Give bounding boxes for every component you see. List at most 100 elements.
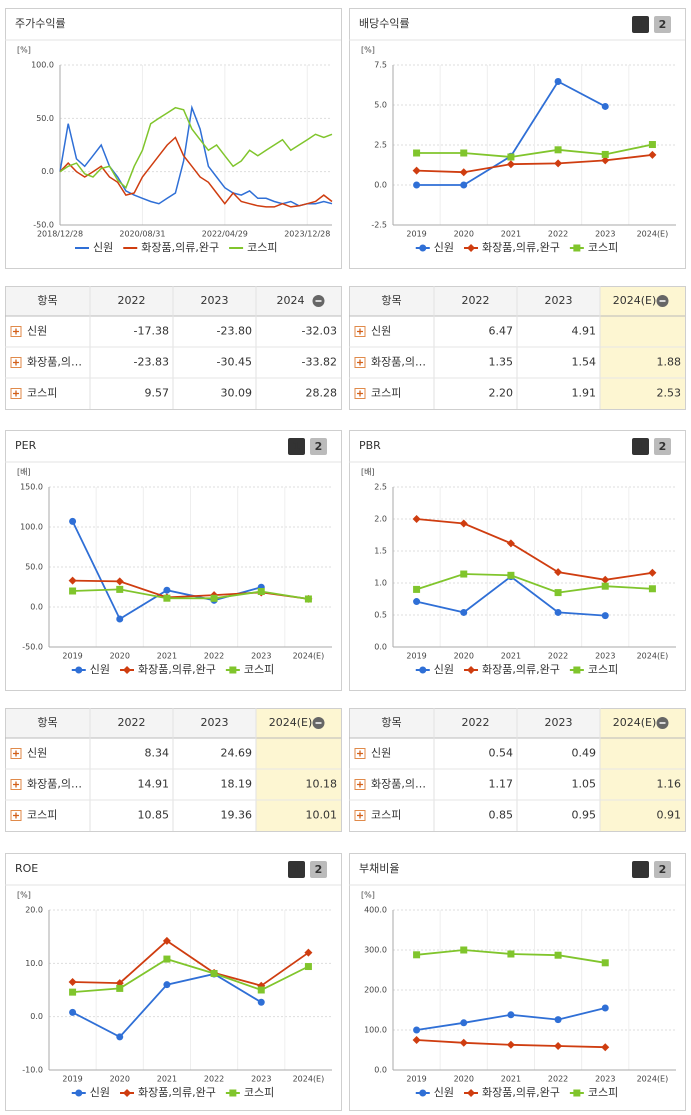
y-tick-label: 0.0 [374, 181, 387, 190]
data-point [257, 998, 265, 1006]
x-tick-label: 2020 [454, 652, 474, 661]
legend-marker [123, 1089, 132, 1097]
unit-label: [배] [361, 468, 375, 477]
x-tick-label: 2020/08/31 [119, 230, 165, 239]
tab-label[interactable]: 1 [293, 440, 301, 453]
series-line [72, 958, 309, 993]
row-label: 화장품,의… [371, 778, 426, 791]
tab-label[interactable]: 1 [637, 863, 645, 876]
y-tick-label: 100.0 [31, 61, 54, 70]
legend-marker [75, 666, 83, 674]
tab-label[interactable]: 2 [315, 440, 323, 453]
value-cell: 30.09 [221, 387, 253, 400]
data-point [554, 589, 562, 597]
header-cell: 항목 [37, 716, 57, 729]
data-point [460, 149, 468, 157]
data-point [460, 181, 468, 189]
value-cell: 0.95 [572, 809, 597, 822]
data-point [69, 1008, 77, 1016]
x-tick-label: 2024(E) [293, 652, 325, 661]
series-line [416, 573, 653, 594]
data-point [601, 1043, 610, 1052]
x-tick-label: 2024(E) [637, 652, 669, 661]
header-cell: 2022 [462, 716, 490, 729]
y-tick-label: 300.0 [364, 946, 387, 955]
y-tick-label: 150.0 [20, 483, 43, 492]
tab-button[interactable] [654, 438, 671, 455]
legend-label: 신원 [93, 241, 113, 254]
x-tick-label: 2020 [454, 1075, 474, 1084]
y-tick-label: -50.0 [33, 221, 54, 230]
tab-label[interactable]: 1 [293, 863, 301, 876]
value-cell: 1.91 [572, 387, 597, 400]
series-line [416, 143, 653, 158]
tab-label[interactable]: 2 [659, 18, 667, 31]
y-tick-label: 20.0 [25, 906, 43, 915]
tab-button[interactable] [632, 16, 649, 33]
tab-button[interactable] [288, 438, 305, 455]
data-point [507, 571, 515, 579]
tab-button[interactable] [288, 861, 305, 878]
tab-button[interactable] [654, 16, 671, 33]
data-point [554, 146, 562, 154]
tab-label[interactable]: 1 [637, 18, 645, 31]
legend-label: 화장품,의류,완구 [141, 241, 219, 254]
value-cell: 1.54 [572, 356, 597, 369]
data-point [163, 586, 171, 594]
tab-button[interactable] [310, 438, 327, 455]
x-tick-label: 2023 [251, 1075, 271, 1084]
value-cell: -23.80 [217, 325, 252, 338]
legend-marker [573, 1089, 581, 1097]
tab-button[interactable] [654, 861, 671, 878]
legend-marker [229, 666, 237, 674]
series-line [416, 518, 653, 581]
data-point [116, 984, 124, 992]
x-tick-label: 2019 [406, 230, 426, 239]
data-point [554, 951, 562, 959]
data-point [601, 156, 610, 165]
unit-label: [배] [17, 468, 31, 477]
tab-label[interactable]: 2 [315, 863, 323, 876]
tab-button[interactable] [632, 438, 649, 455]
data-point [601, 582, 609, 590]
legend-marker [123, 666, 132, 674]
tab-label[interactable]: 2 [659, 863, 667, 876]
unit-label: [%] [361, 46, 375, 55]
value-cell: -30.45 [217, 356, 252, 369]
value-cell: -32.03 [302, 325, 337, 338]
value-cell: 1.17 [489, 778, 514, 791]
x-tick-label: 2021 [157, 1075, 177, 1084]
expand-plus [357, 359, 363, 366]
row-label: 신원 [27, 747, 47, 760]
data-point [601, 575, 610, 584]
x-tick-label: 2019 [62, 652, 82, 661]
legend-marker [419, 666, 427, 674]
data-point [210, 594, 218, 602]
legend-label: 신원 [434, 663, 454, 676]
legend-marker [467, 244, 476, 252]
panel-title: PER [15, 439, 37, 452]
data-point [507, 950, 515, 958]
legend: 신원 화장품,의류,완구 코스피 [71, 663, 274, 676]
data-point [507, 1011, 515, 1019]
tab-button[interactable] [632, 861, 649, 878]
panel-title: PBR [359, 439, 381, 452]
x-tick-label: 2022 [204, 1075, 224, 1084]
tab-button[interactable] [310, 861, 327, 878]
expand-plus [357, 750, 363, 757]
tab-label[interactable]: 1 [637, 440, 645, 453]
value-cell: -23.83 [134, 356, 169, 369]
row-label: 신원 [371, 747, 391, 760]
x-tick-label: 2023 [251, 652, 271, 661]
tab-label[interactable]: 2 [659, 440, 667, 453]
data-point [162, 936, 171, 945]
value-cell: 1.35 [489, 356, 514, 369]
y-tick-label: 0.5 [374, 611, 387, 620]
legend-label: 코스피 [244, 663, 274, 676]
x-tick-label: 2020 [454, 230, 474, 239]
panel-title: ROE [15, 862, 38, 875]
legend-label: 코스피 [588, 663, 618, 676]
x-tick-label: 2021 [501, 230, 521, 239]
value-cell: 10.85 [138, 809, 170, 822]
